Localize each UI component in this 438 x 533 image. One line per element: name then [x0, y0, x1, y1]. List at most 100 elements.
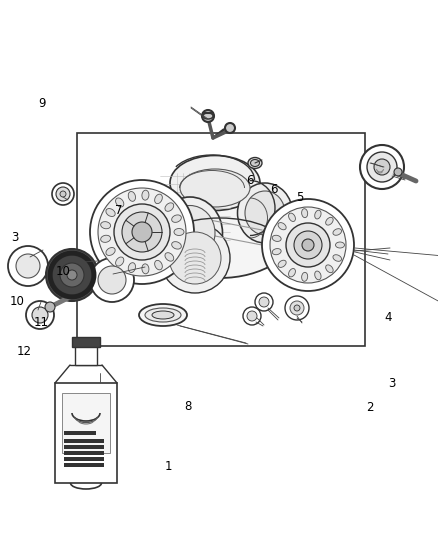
- Circle shape: [90, 258, 134, 302]
- Circle shape: [259, 297, 269, 307]
- Ellipse shape: [101, 235, 110, 243]
- Bar: [72, 337, 100, 347]
- Ellipse shape: [278, 223, 286, 230]
- Text: 1: 1: [165, 460, 173, 473]
- Circle shape: [26, 301, 54, 329]
- Circle shape: [367, 152, 397, 182]
- Text: 3: 3: [389, 377, 396, 390]
- Circle shape: [60, 191, 66, 197]
- Ellipse shape: [142, 264, 149, 274]
- Circle shape: [160, 223, 230, 293]
- Ellipse shape: [289, 213, 296, 222]
- Circle shape: [16, 254, 40, 278]
- Circle shape: [270, 207, 346, 283]
- Circle shape: [225, 123, 235, 133]
- Text: 10: 10: [10, 295, 25, 308]
- Ellipse shape: [116, 257, 124, 266]
- Ellipse shape: [155, 194, 162, 204]
- Ellipse shape: [116, 198, 124, 207]
- Circle shape: [243, 307, 261, 325]
- Ellipse shape: [251, 159, 259, 166]
- Text: 12: 12: [17, 345, 32, 358]
- Circle shape: [45, 302, 55, 312]
- Bar: [64, 463, 104, 467]
- Circle shape: [52, 183, 74, 205]
- Ellipse shape: [142, 190, 149, 200]
- Ellipse shape: [172, 215, 181, 222]
- Ellipse shape: [174, 229, 184, 236]
- Circle shape: [46, 249, 98, 301]
- Circle shape: [52, 255, 92, 295]
- Ellipse shape: [302, 209, 307, 217]
- Ellipse shape: [170, 156, 260, 211]
- Text: 7: 7: [114, 204, 122, 217]
- Ellipse shape: [336, 242, 345, 248]
- Circle shape: [247, 311, 257, 321]
- Bar: [64, 451, 104, 455]
- Ellipse shape: [145, 308, 181, 322]
- Ellipse shape: [272, 235, 281, 241]
- Circle shape: [294, 231, 322, 259]
- Bar: [62, 393, 110, 453]
- Circle shape: [202, 110, 214, 122]
- Bar: [64, 431, 96, 435]
- Circle shape: [32, 307, 48, 323]
- Bar: [55, 383, 117, 483]
- Circle shape: [8, 246, 48, 286]
- Ellipse shape: [165, 203, 174, 211]
- Ellipse shape: [128, 263, 135, 272]
- Text: 2: 2: [366, 401, 374, 414]
- Bar: [64, 439, 104, 443]
- Ellipse shape: [152, 311, 174, 319]
- Ellipse shape: [106, 208, 115, 216]
- Text: 6: 6: [270, 183, 278, 196]
- Circle shape: [285, 296, 309, 320]
- Bar: [75, 345, 97, 365]
- Ellipse shape: [333, 255, 342, 261]
- Circle shape: [262, 199, 354, 291]
- Ellipse shape: [165, 206, 215, 261]
- Text: 4: 4: [384, 311, 392, 324]
- Text: 8: 8: [185, 400, 192, 413]
- Circle shape: [394, 168, 402, 176]
- Circle shape: [114, 204, 170, 260]
- Ellipse shape: [302, 272, 307, 281]
- Ellipse shape: [165, 253, 174, 261]
- Ellipse shape: [203, 113, 213, 119]
- Ellipse shape: [155, 261, 162, 270]
- Text: 10: 10: [56, 265, 71, 278]
- Ellipse shape: [158, 197, 223, 269]
- Text: 9: 9: [38, 98, 46, 110]
- Ellipse shape: [139, 304, 187, 326]
- Ellipse shape: [106, 247, 115, 255]
- Text: 5: 5: [297, 191, 304, 204]
- Ellipse shape: [248, 157, 262, 168]
- Circle shape: [374, 159, 390, 175]
- Ellipse shape: [172, 241, 181, 249]
- Text: 3: 3: [12, 231, 19, 244]
- Bar: [64, 445, 104, 449]
- Ellipse shape: [142, 178, 297, 278]
- Circle shape: [255, 293, 273, 311]
- Circle shape: [302, 239, 314, 251]
- Ellipse shape: [180, 169, 250, 207]
- Ellipse shape: [326, 265, 333, 273]
- Text: 6: 6: [246, 174, 254, 187]
- Circle shape: [290, 301, 304, 315]
- Circle shape: [67, 270, 77, 280]
- Ellipse shape: [237, 183, 293, 243]
- Circle shape: [294, 305, 300, 311]
- Circle shape: [360, 145, 404, 189]
- Ellipse shape: [272, 248, 281, 255]
- Ellipse shape: [278, 260, 286, 268]
- Ellipse shape: [326, 217, 333, 225]
- Ellipse shape: [333, 229, 342, 235]
- Circle shape: [122, 212, 162, 252]
- Circle shape: [169, 232, 221, 284]
- Text: 11: 11: [34, 316, 49, 329]
- Ellipse shape: [315, 271, 321, 280]
- Ellipse shape: [315, 210, 321, 219]
- Circle shape: [56, 187, 70, 201]
- Circle shape: [98, 266, 126, 294]
- Ellipse shape: [101, 222, 110, 229]
